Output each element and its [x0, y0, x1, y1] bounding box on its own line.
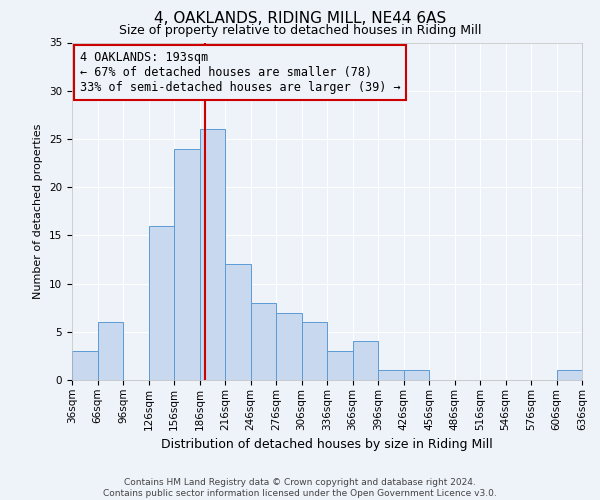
- Bar: [378, 370, 404, 380]
- Bar: [97, 322, 123, 380]
- Bar: [149, 226, 174, 380]
- Text: Size of property relative to detached houses in Riding Mill: Size of property relative to detached ho…: [119, 24, 481, 37]
- Bar: [327, 351, 353, 380]
- Bar: [353, 342, 378, 380]
- Text: Contains HM Land Registry data © Crown copyright and database right 2024.
Contai: Contains HM Land Registry data © Crown c…: [103, 478, 497, 498]
- Bar: [200, 130, 225, 380]
- Bar: [557, 370, 582, 380]
- Bar: [72, 351, 97, 380]
- X-axis label: Distribution of detached houses by size in Riding Mill: Distribution of detached houses by size …: [161, 438, 493, 451]
- Text: 4 OAKLANDS: 193sqm
← 67% of detached houses are smaller (78)
33% of semi-detache: 4 OAKLANDS: 193sqm ← 67% of detached hou…: [80, 51, 400, 94]
- Bar: [276, 312, 302, 380]
- Bar: [174, 148, 200, 380]
- Bar: [404, 370, 429, 380]
- Bar: [251, 303, 276, 380]
- Y-axis label: Number of detached properties: Number of detached properties: [34, 124, 43, 299]
- Bar: [225, 264, 251, 380]
- Text: 4, OAKLANDS, RIDING MILL, NE44 6AS: 4, OAKLANDS, RIDING MILL, NE44 6AS: [154, 11, 446, 26]
- Bar: [302, 322, 327, 380]
